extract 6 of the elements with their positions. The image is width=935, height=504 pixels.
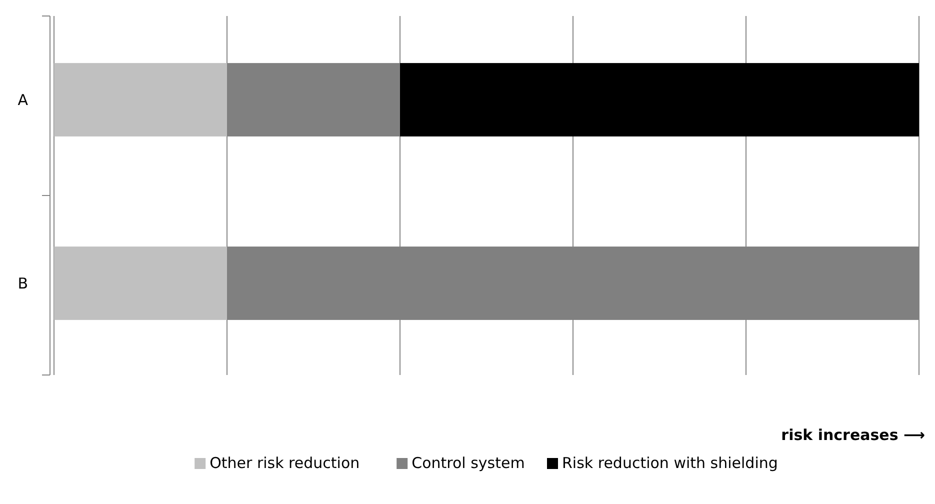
legend-label: Control system [412,454,525,472]
x-axis-title: risk increases ⟶ [781,426,925,444]
y-tick-label: B [18,274,28,292]
legend-label: Risk reduction with shielding [562,454,778,472]
legend-label: Other risk reduction [210,454,360,472]
y-tick-label: A [18,91,29,109]
